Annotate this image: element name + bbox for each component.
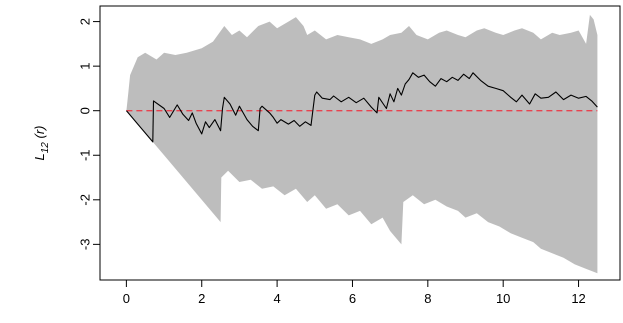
x-tick-label: 0 xyxy=(123,291,130,306)
x-tick-label: 8 xyxy=(424,291,431,306)
x-tick-label: 10 xyxy=(496,291,510,306)
x-axis: 0 2 4 6 8 10 12 xyxy=(123,279,586,306)
x-tick-label: 2 xyxy=(198,291,205,306)
x-tick-label: 4 xyxy=(273,291,280,306)
y-tick-label: 1 xyxy=(77,63,92,70)
y-tick-label: -3 xyxy=(77,239,92,251)
y-tick-label: 2 xyxy=(77,18,92,25)
plot-area xyxy=(125,14,598,274)
y-tick-label: 0 xyxy=(77,107,92,114)
y-axis: -3 -2 -1 0 1 2 xyxy=(77,18,101,251)
observed-line xyxy=(125,72,598,143)
y-axis-title-suffix: (r) xyxy=(32,126,47,143)
x-tick-label: 6 xyxy=(349,291,356,306)
y-tick-label: -2 xyxy=(77,194,92,206)
x-tick-label: 12 xyxy=(571,291,585,306)
y-axis-title-sub: 12 xyxy=(40,142,51,154)
y-axis-title: L12 (r) xyxy=(32,126,51,161)
y-tick-label: -1 xyxy=(77,149,92,161)
y-axis-title-main: L xyxy=(32,153,47,160)
envelope-band xyxy=(126,14,598,274)
